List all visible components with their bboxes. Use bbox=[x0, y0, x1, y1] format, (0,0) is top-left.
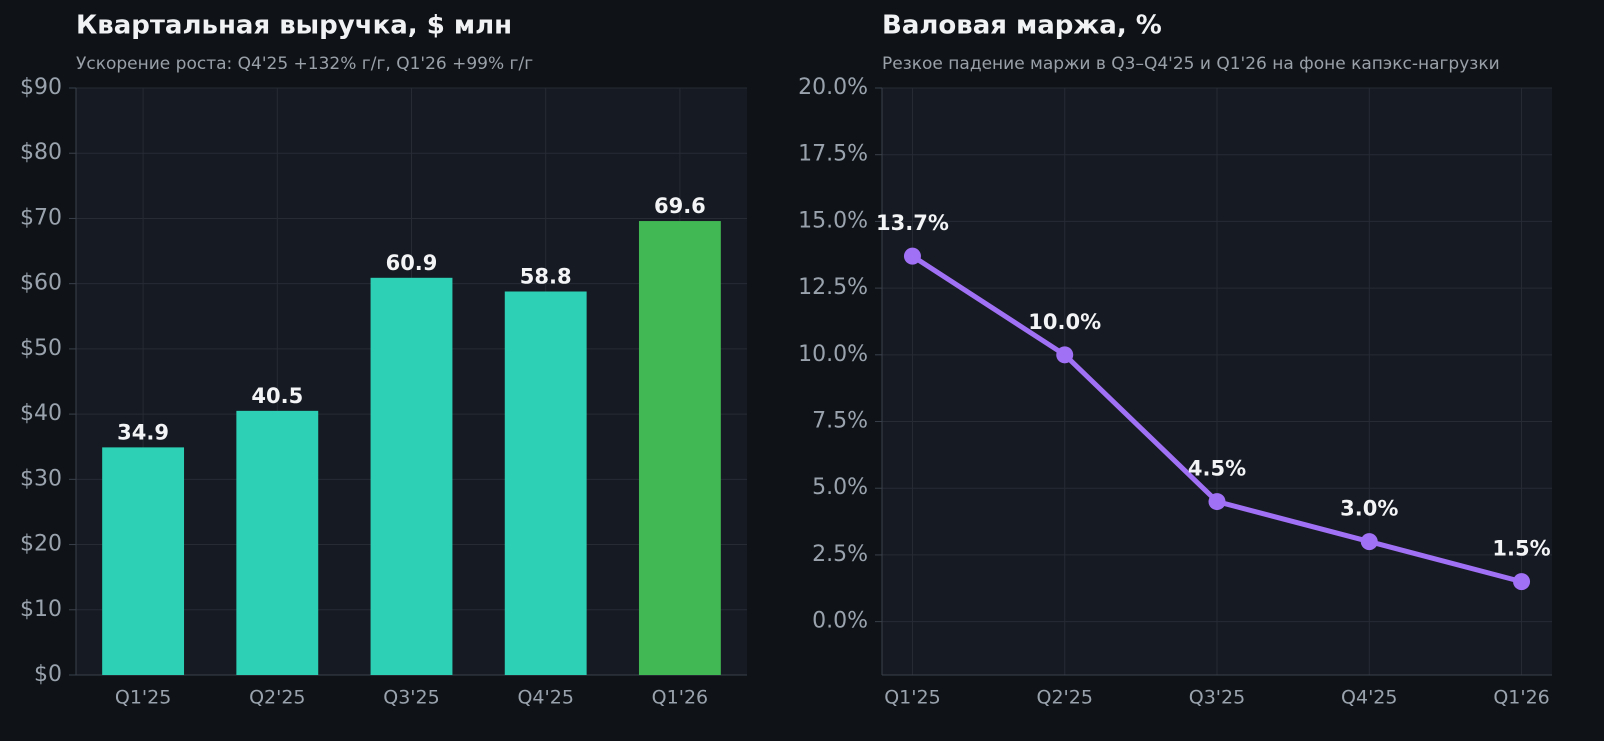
x-tick-label: Q1'25 bbox=[115, 687, 171, 709]
y-tick-label: 12.5% bbox=[798, 275, 868, 300]
y-tick-label: 20.0% bbox=[798, 75, 868, 100]
y-tick-label: $40 bbox=[20, 401, 62, 426]
point bbox=[1513, 573, 1531, 591]
x-tick-label: Q1'26 bbox=[652, 687, 708, 709]
value-label: 4.5% bbox=[1188, 457, 1246, 481]
point bbox=[1208, 493, 1226, 511]
value-label: 40.5 bbox=[251, 384, 303, 408]
point bbox=[1360, 533, 1378, 551]
x-tick-label: Q4'25 bbox=[1341, 687, 1397, 709]
y-tick-label: $0 bbox=[34, 662, 62, 687]
y-tick-label: 17.5% bbox=[798, 142, 868, 167]
bar bbox=[638, 221, 721, 675]
y-tick-label: $10 bbox=[20, 597, 62, 622]
chart-title: Валовая маржа, % bbox=[882, 11, 1162, 41]
y-tick-label: $50 bbox=[20, 336, 62, 361]
chart-title: Квартальная выручка, $ млн bbox=[76, 11, 512, 41]
chart-subtitle: Ускорение роста: Q4'25 +132% г/г, Q1'26 … bbox=[76, 54, 533, 74]
y-tick-label: $90 bbox=[20, 75, 62, 100]
x-tick-label: Q3'25 bbox=[1189, 687, 1245, 709]
chart-subtitle: Резкое падение маржи в Q3–Q4'25 и Q1'26 … bbox=[882, 54, 1500, 74]
value-label: 10.0% bbox=[1028, 310, 1101, 334]
value-label: 58.8 bbox=[520, 264, 572, 288]
bar bbox=[236, 410, 319, 675]
y-tick-label: 15.0% bbox=[798, 208, 868, 233]
value-label: 13.7% bbox=[876, 211, 949, 235]
bar bbox=[370, 277, 453, 675]
y-tick-label: $20 bbox=[20, 532, 62, 557]
value-label: 3.0% bbox=[1340, 497, 1398, 521]
y-tick-label: 5.0% bbox=[812, 475, 868, 500]
y-tick-label: $30 bbox=[20, 466, 62, 491]
y-tick-label: $60 bbox=[20, 271, 62, 296]
bar bbox=[102, 447, 185, 675]
y-tick-label: 7.5% bbox=[812, 409, 868, 434]
y-tick-label: $70 bbox=[20, 205, 62, 230]
x-tick-label: Q4'25 bbox=[517, 687, 573, 709]
value-label: 34.9 bbox=[117, 420, 169, 444]
point bbox=[903, 247, 921, 265]
y-tick-label: 0.0% bbox=[812, 609, 868, 634]
bar bbox=[504, 291, 587, 675]
value-label: 69.6 bbox=[654, 194, 706, 218]
y-tick-label: 2.5% bbox=[812, 542, 868, 567]
value-label: 60.9 bbox=[386, 251, 438, 275]
x-tick-label: Q3'25 bbox=[383, 687, 439, 709]
y-tick-label: $80 bbox=[20, 140, 62, 165]
x-tick-label: Q1'25 bbox=[884, 687, 940, 709]
x-tick-label: Q2'25 bbox=[1037, 687, 1093, 709]
point bbox=[1056, 346, 1074, 364]
x-tick-label: Q1'26 bbox=[1493, 687, 1549, 709]
x-tick-label: Q2'25 bbox=[249, 687, 305, 709]
y-tick-label: 10.0% bbox=[798, 342, 868, 367]
value-label: 1.5% bbox=[1492, 537, 1550, 561]
